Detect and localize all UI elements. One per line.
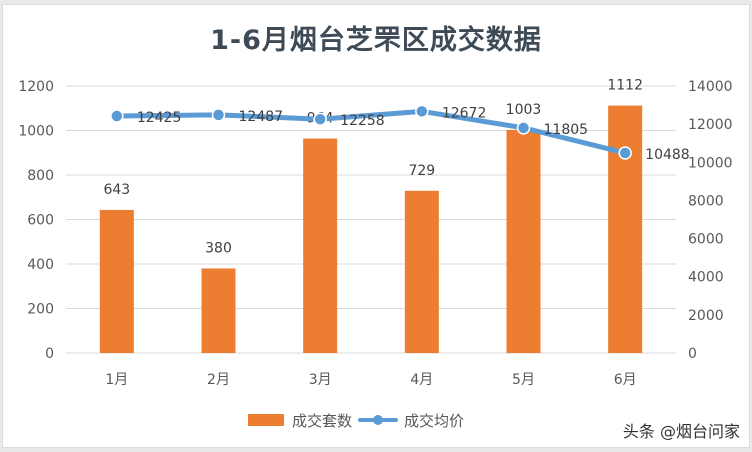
right-axis-tick: 2000 — [688, 308, 724, 324]
right-axis-tick: 10000 — [688, 155, 733, 171]
line-value-label: 12258 — [340, 113, 385, 129]
bar-value-label: 380 — [205, 240, 232, 256]
x-axis: 1月 2月 3月 4月 5月 6月 — [105, 372, 636, 388]
bar — [201, 268, 236, 353]
line-value-label: 10488 — [645, 147, 690, 163]
bar-series — [99, 105, 643, 353]
bar-value-label: 1112 — [607, 78, 643, 94]
right-axis-tick: 0 — [688, 346, 697, 362]
gridlines — [66, 85, 676, 354]
right-axis: 0 2000 4000 6000 8000 10000 12000 14000 — [688, 79, 733, 362]
line-data-labels: 12425 12487 12258 12672 11805 10488 — [137, 105, 690, 163]
line-marker — [211, 108, 226, 122]
right-axis-tick: 14000 — [688, 79, 733, 95]
bar — [303, 138, 338, 353]
right-axis-tick: 4000 — [688, 270, 724, 286]
line-value-label: 12487 — [239, 109, 284, 125]
left-axis: 0 200 400 600 800 1000 1200 — [18, 79, 54, 362]
left-axis-tick: 1000 — [18, 124, 54, 140]
x-axis-tick: 1月 — [105, 372, 128, 388]
legend: 成交套数 成交均价 — [248, 408, 464, 432]
right-axis-tick: 6000 — [688, 232, 724, 248]
bar-data-labels: 64338096472910031112 — [103, 78, 643, 257]
line-value-label: 12425 — [137, 110, 182, 126]
x-axis-tick: 6月 — [614, 372, 637, 388]
line-series — [110, 104, 632, 160]
chart-title: 1-6月烟台芝罘区成交数据 — [210, 25, 542, 56]
line-marker — [110, 109, 124, 123]
left-axis-tick: 200 — [27, 302, 54, 318]
watermark: 头条 @烟台问家 — [622, 422, 740, 441]
line-path — [114, 108, 628, 156]
left-axis-tick: 800 — [27, 168, 54, 184]
left-axis-tick: 600 — [27, 213, 54, 229]
left-axis-tick: 1200 — [18, 79, 54, 95]
bar-legend-swatch-icon — [248, 414, 284, 426]
line-value-label: 11805 — [544, 122, 589, 138]
x-axis-tick: 5月 — [512, 372, 535, 388]
legend-bar-label: 成交套数 — [292, 411, 353, 430]
line-marker — [516, 121, 531, 135]
x-axis-tick: 3月 — [309, 372, 332, 388]
line-marker — [313, 112, 327, 126]
x-axis-tick: 2月 — [207, 372, 230, 388]
line-marker — [415, 104, 429, 119]
bar — [608, 105, 643, 353]
bar-value-label: 1003 — [506, 102, 542, 118]
line-legend-swatch-icon — [358, 413, 399, 427]
left-axis-tick: 400 — [27, 257, 54, 273]
bar-value-label: 643 — [103, 182, 130, 198]
bar — [99, 209, 134, 353]
right-axis-tick: 12000 — [688, 117, 733, 133]
bar — [506, 129, 541, 353]
line-value-label: 12672 — [442, 105, 487, 121]
right-axis-tick: 8000 — [688, 193, 724, 209]
bar-value-label: 729 — [408, 163, 435, 179]
x-axis-tick: 4月 — [410, 372, 433, 388]
legend-line-label: 成交均价 — [404, 411, 465, 430]
left-axis-tick: 0 — [45, 346, 54, 362]
line-marker — [618, 146, 632, 160]
bar — [404, 190, 439, 353]
